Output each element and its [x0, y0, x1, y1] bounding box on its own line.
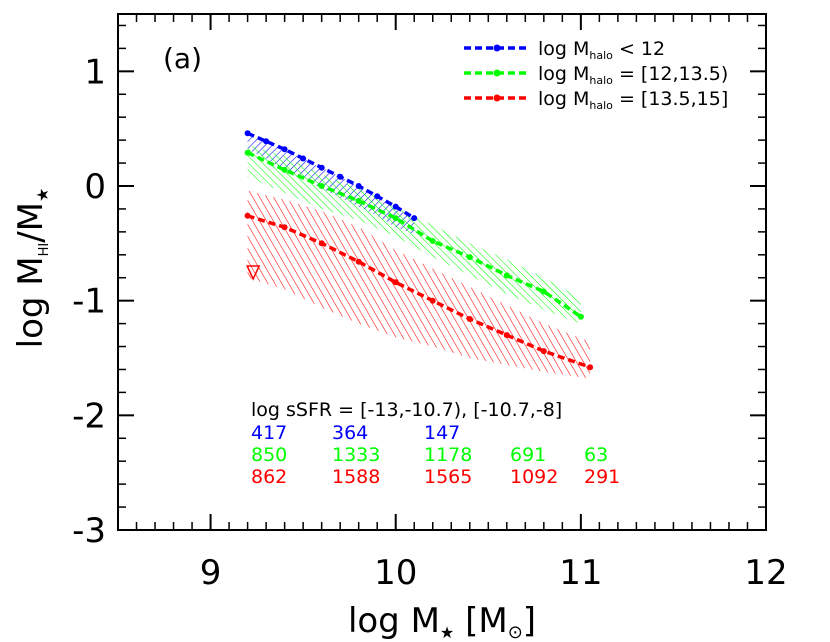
series-point-1	[281, 166, 288, 173]
legend-marker	[493, 44, 501, 52]
series-point-2	[355, 258, 362, 265]
series-point-0	[300, 155, 307, 162]
count-value: 1092	[510, 466, 558, 488]
upper-limit-marker	[245, 265, 261, 281]
count-value: 691	[510, 444, 546, 466]
series-point-1	[577, 313, 584, 320]
series-point-0	[374, 193, 381, 200]
legend-label: log Mhalo = [12,13.5)	[538, 63, 728, 87]
series-point-0	[392, 203, 399, 210]
y-tick-label: 1	[84, 52, 106, 92]
count-value: 862	[251, 466, 287, 488]
y-tick-label: 0	[84, 167, 106, 207]
series-point-2	[318, 240, 325, 247]
series-point-1	[392, 215, 399, 222]
series-point-1	[540, 288, 547, 295]
series-point-0	[337, 173, 344, 180]
x-tick-label: 11	[559, 553, 602, 593]
y-tick-label: -2	[72, 396, 106, 436]
count-value: 63	[584, 444, 608, 466]
series-point-0	[244, 130, 251, 137]
count-value: 1588	[332, 466, 380, 488]
series-point-2	[429, 297, 436, 304]
series-point-1	[503, 272, 510, 279]
count-value: 291	[584, 466, 620, 488]
count-value: 364	[332, 422, 368, 444]
x-tick-label: 9	[200, 553, 222, 593]
uncertainty-bands	[247, 133, 591, 379]
series-point-2	[392, 279, 399, 286]
y-tick-label: -3	[72, 511, 106, 551]
series-point-2	[466, 316, 473, 322]
count-value: 1565	[424, 466, 472, 488]
panel-label: (a)	[163, 42, 202, 75]
series-point-2	[244, 212, 251, 219]
series-point-2	[540, 348, 547, 355]
series-point-2	[587, 364, 594, 371]
legend-marker	[493, 69, 501, 77]
count-value: 147	[424, 422, 460, 444]
legend-marker	[493, 94, 501, 102]
ssfr-annotation-title: log sSFR = [-13,-10.7), [-10.7,-8]	[251, 399, 562, 421]
count-value: 1333	[332, 444, 380, 466]
series-point-0	[281, 146, 288, 153]
series-point-0	[263, 138, 270, 145]
series-band-2	[247, 190, 591, 379]
legend-label: log Mhalo = [13.5,15]	[538, 88, 728, 112]
count-value: 1178	[424, 444, 472, 466]
series-point-2	[503, 332, 510, 339]
y-tick-label: -1	[72, 282, 106, 322]
count-table: 417 364 147 850 1333 1178 691 63 862 1588 1565 1092…	[251, 422, 620, 488]
series-point-1	[429, 238, 436, 244]
series-point-1	[466, 254, 473, 261]
legend-label: log Mhalo < 12	[538, 38, 665, 62]
count-value: 850	[251, 444, 287, 466]
series-point-0	[355, 183, 362, 189]
plot-frame	[117, 13, 767, 531]
x-axis-label: log M★ [M⊙]	[348, 601, 536, 642]
series-lines	[244, 130, 594, 371]
x-tick-label: 12	[744, 553, 787, 593]
x-axis-ticks: 9 10 11 12	[117, 14, 788, 593]
series-line-2	[247, 214, 591, 369]
series-point-0	[318, 164, 325, 171]
count-value: 417	[251, 422, 287, 444]
series-point-1	[355, 197, 362, 204]
series-point-2	[281, 224, 288, 231]
series-line-0	[246, 131, 416, 220]
series-line-1	[246, 151, 582, 319]
series-point-1	[244, 149, 251, 156]
upper-limit-triangle	[245, 265, 261, 281]
series-point-1	[318, 183, 325, 189]
x-tick-label: 10	[374, 553, 417, 593]
y-axis-label: log MHI/M★	[11, 188, 52, 349]
series-point-0	[411, 215, 418, 222]
y-axis-ticks: 1 0 -1 -2 -3	[72, 24, 766, 551]
